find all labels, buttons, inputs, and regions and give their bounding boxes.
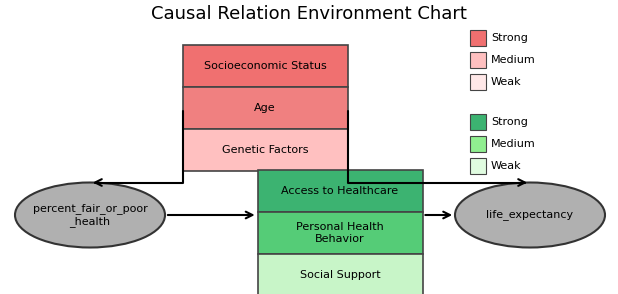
FancyBboxPatch shape — [258, 254, 423, 294]
FancyBboxPatch shape — [470, 136, 486, 152]
Text: Age: Age — [254, 103, 276, 113]
Ellipse shape — [15, 183, 165, 248]
FancyBboxPatch shape — [182, 129, 347, 171]
FancyBboxPatch shape — [470, 114, 486, 130]
FancyBboxPatch shape — [258, 170, 423, 212]
FancyBboxPatch shape — [470, 52, 486, 68]
Text: Weak: Weak — [491, 77, 522, 87]
Text: Social Support: Social Support — [300, 270, 380, 280]
Text: Strong: Strong — [491, 33, 528, 43]
Text: Genetic Factors: Genetic Factors — [222, 145, 308, 155]
Text: Strong: Strong — [491, 117, 528, 127]
Text: life_expectancy: life_expectancy — [486, 210, 574, 220]
Text: Weak: Weak — [491, 161, 522, 171]
FancyBboxPatch shape — [258, 212, 423, 254]
FancyBboxPatch shape — [182, 87, 347, 129]
FancyBboxPatch shape — [470, 158, 486, 174]
Text: Medium: Medium — [491, 139, 536, 149]
Text: Medium: Medium — [491, 55, 536, 65]
Text: Access to Healthcare: Access to Healthcare — [281, 186, 399, 196]
Text: Personal Health
Behavior: Personal Health Behavior — [296, 222, 384, 244]
FancyBboxPatch shape — [470, 74, 486, 90]
Text: percent_fair_or_poor
_health: percent_fair_or_poor _health — [33, 203, 147, 227]
FancyBboxPatch shape — [470, 30, 486, 46]
FancyBboxPatch shape — [182, 45, 347, 87]
Text: Causal Relation Environment Chart: Causal Relation Environment Chart — [151, 5, 467, 23]
Text: Socioeconomic Status: Socioeconomic Status — [203, 61, 326, 71]
Ellipse shape — [455, 183, 605, 248]
